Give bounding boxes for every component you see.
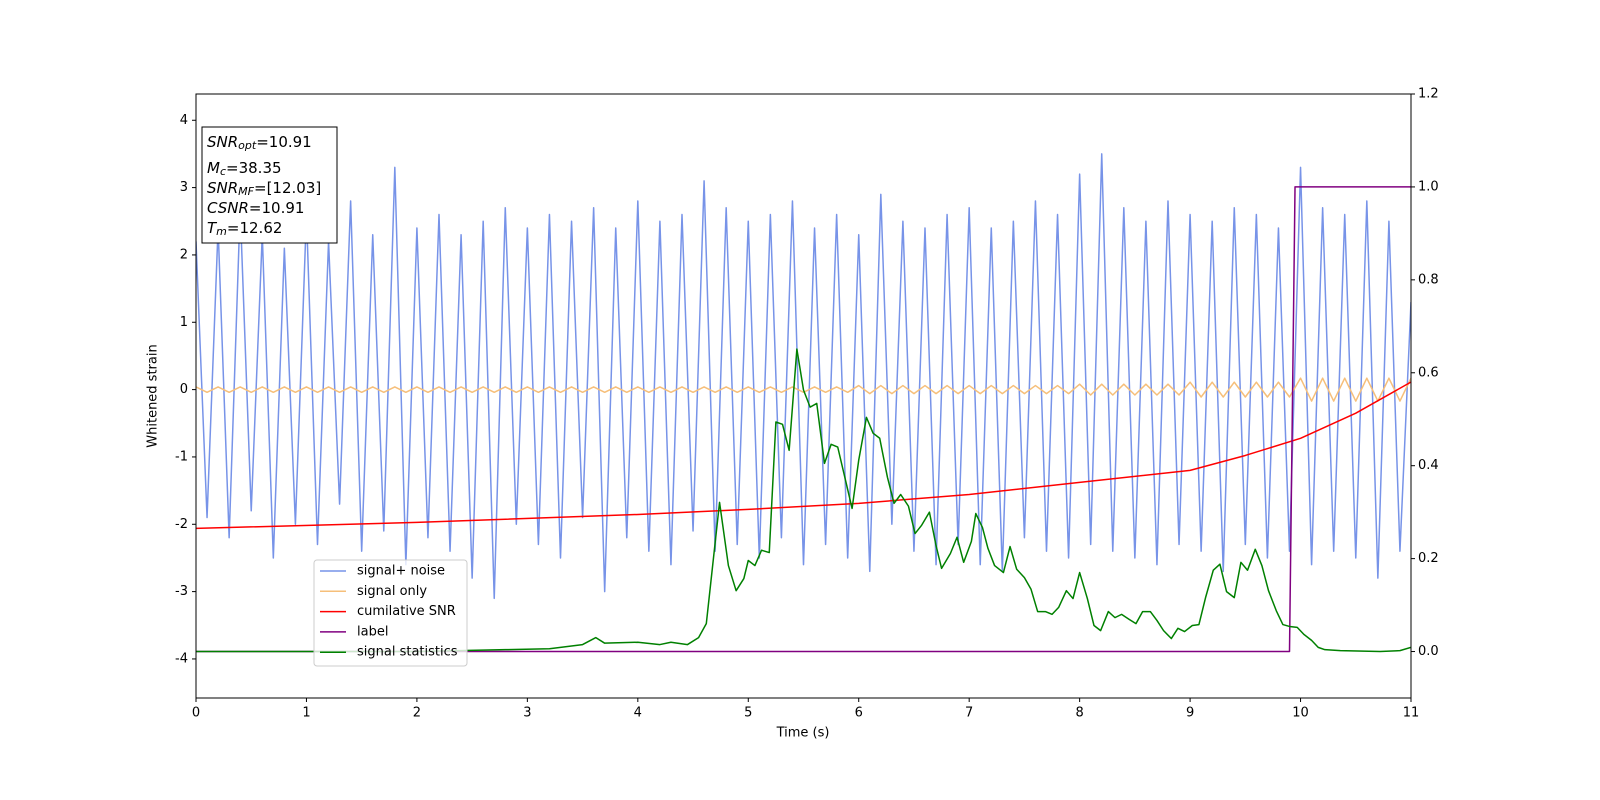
- annotation-frame: [201, 126, 338, 244]
- y-tick-label: -4: [175, 651, 188, 666]
- y-tick-label: 0: [180, 382, 188, 397]
- annotation-symbol: SNR: [207, 133, 238, 151]
- y2-tick-label: 0.0: [1418, 644, 1439, 659]
- y-tick-label: 1: [180, 315, 188, 330]
- annotation-value: =12.62: [227, 219, 283, 237]
- legend-label: signal statistics: [357, 645, 458, 660]
- x-tick-label: 4: [634, 706, 642, 721]
- y-tick-label: 2: [180, 247, 188, 262]
- plot-area: [196, 153, 1411, 653]
- annotation: SNRMF=[12.03]: [207, 179, 321, 199]
- x-tick-label: 0: [192, 706, 200, 721]
- annotation-value: =38.35: [226, 159, 282, 177]
- plot-frame: [195, 93, 1412, 699]
- y-tick-label: -3: [175, 584, 188, 599]
- x-tick-label: 2: [413, 706, 421, 721]
- annotation-box: SNRopt=10.91Mc=38.35SNRMF=[12.03]CSNR=10…: [201, 126, 338, 244]
- annotation-subscript: c: [220, 165, 226, 178]
- y2-tick-label: 0.8: [1418, 272, 1439, 287]
- x-tick-label: 7: [965, 706, 973, 721]
- y-tick-label: 4: [180, 113, 188, 128]
- annotation-symbol: M: [207, 159, 220, 177]
- y2-tick-label: 0.2: [1418, 551, 1439, 566]
- y-tick-label: 3: [180, 180, 188, 195]
- annotation-subscript: opt: [238, 139, 257, 152]
- y-axis-label: Whitened strain: [146, 344, 161, 447]
- x-tick-label: 6: [855, 706, 863, 721]
- legend-label: cumilative SNR: [357, 604, 456, 619]
- annotation-subscript: MF: [238, 185, 254, 198]
- y2-tick-label: 1.2: [1418, 87, 1439, 102]
- annotation: Tm=12.62: [207, 219, 282, 239]
- y-tick-label: -1: [175, 449, 188, 464]
- axes: 0 1 2 3 4 5 6 7 8 9 10 11 -4 -3 -2 -1 0 1 2 3 4 0.0 0.2 0.4 0.6 0…: [175, 87, 1439, 721]
- annotation-symbol: T: [207, 219, 218, 237]
- annotation: SNRopt=10.91: [207, 133, 312, 153]
- x-axis-label: Time (s): [776, 726, 830, 741]
- y2-tick-label: 1.0: [1418, 179, 1439, 194]
- annotation-symbol: SNR: [207, 179, 238, 197]
- x-tick-label: 5: [744, 706, 752, 721]
- legend: signal+ noise signal only cumilative SNR la…: [313, 559, 468, 667]
- x-tick-label: 10: [1292, 706, 1309, 721]
- y2-tick-label: 0.6: [1418, 365, 1439, 380]
- x-tick-label: 11: [1403, 706, 1420, 721]
- y-tick-label: -2: [175, 517, 188, 532]
- series-line: [196, 381, 1411, 530]
- legend-label: signal only: [357, 584, 427, 599]
- annotation-value: =10.91: [256, 133, 312, 151]
- x-tick-label: 9: [1186, 706, 1194, 721]
- legend-label: signal+ noise: [357, 564, 445, 579]
- annotation-symbol: CSNR: [207, 199, 249, 217]
- annotation: CSNR=10.91: [207, 199, 304, 217]
- legend-frame: [313, 559, 468, 667]
- series-line: [196, 348, 1411, 653]
- series-line: [196, 186, 1411, 653]
- x-tick-label: 3: [523, 706, 531, 721]
- annotation-value: =[12.03]: [254, 179, 321, 197]
- series-line: [196, 153, 1411, 600]
- annotation-subscript: m: [216, 225, 227, 238]
- y2-tick-label: 0.4: [1418, 458, 1439, 473]
- legend-label: label: [357, 624, 388, 639]
- x-tick-label: 8: [1075, 706, 1083, 721]
- x-tick-label: 1: [302, 706, 310, 721]
- annotation-value: =10.91: [249, 199, 305, 217]
- series-line: [196, 377, 1411, 402]
- annotation: Mc=38.35: [207, 159, 282, 179]
